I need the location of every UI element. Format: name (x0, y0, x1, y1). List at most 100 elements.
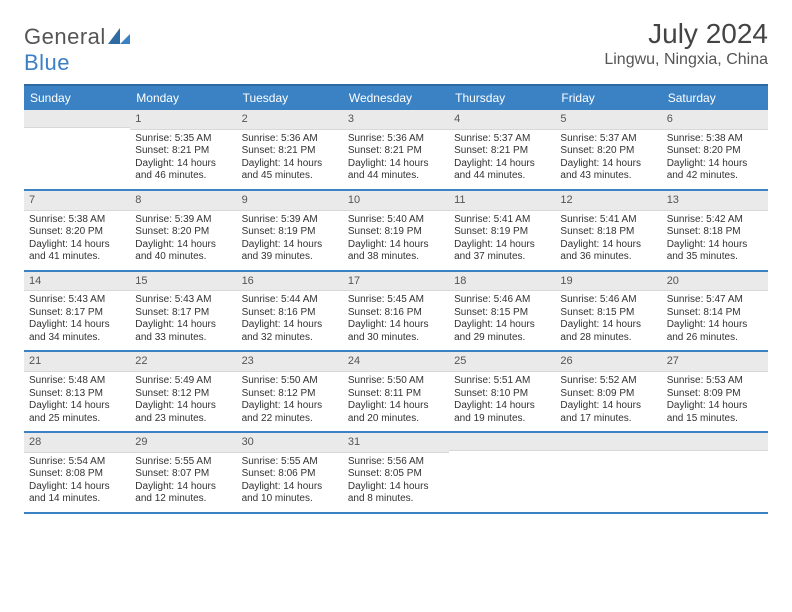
daylight-line: Daylight: 14 hours and 42 minutes. (667, 158, 763, 183)
day-header: Wednesday (343, 86, 449, 110)
day-details: Sunrise: 5:47 AMSunset: 8:14 PMDaylight:… (662, 291, 768, 350)
calendar-cell: 27Sunrise: 5:53 AMSunset: 8:09 PMDayligh… (662, 352, 768, 431)
sunset-line: Sunset: 8:12 PM (135, 388, 231, 401)
day-details: Sunrise: 5:54 AMSunset: 8:08 PMDaylight:… (24, 453, 130, 512)
calendar-cell: 15Sunrise: 5:43 AMSunset: 8:17 PMDayligh… (130, 272, 236, 351)
daylight-line: Daylight: 14 hours and 12 minutes. (135, 481, 231, 506)
calendar-cell: 14Sunrise: 5:43 AMSunset: 8:17 PMDayligh… (24, 272, 130, 351)
day-number: 29 (130, 433, 236, 453)
sunrise-line: Sunrise: 5:37 AM (454, 133, 550, 146)
daylight-line: Daylight: 14 hours and 39 minutes. (242, 239, 338, 264)
sunset-line: Sunset: 8:20 PM (560, 145, 656, 158)
day-details: Sunrise: 5:50 AMSunset: 8:11 PMDaylight:… (343, 372, 449, 431)
day-number: 20 (662, 272, 768, 292)
sunrise-line: Sunrise: 5:41 AM (560, 214, 656, 227)
logo: GeneralBlue (24, 24, 130, 76)
day-details: Sunrise: 5:36 AMSunset: 8:21 PMDaylight:… (343, 130, 449, 189)
calendar-cell: 13Sunrise: 5:42 AMSunset: 8:18 PMDayligh… (662, 191, 768, 270)
daylight-line: Daylight: 14 hours and 33 minutes. (135, 319, 231, 344)
day-number: 28 (24, 433, 130, 453)
calendar-cell: 9Sunrise: 5:39 AMSunset: 8:19 PMDaylight… (237, 191, 343, 270)
sunrise-line: Sunrise: 5:43 AM (135, 294, 231, 307)
sunset-line: Sunset: 8:16 PM (242, 307, 338, 320)
daylight-line: Daylight: 14 hours and 36 minutes. (560, 239, 656, 264)
sunrise-line: Sunrise: 5:36 AM (348, 133, 444, 146)
daylight-line: Daylight: 14 hours and 45 minutes. (242, 158, 338, 183)
sunrise-line: Sunrise: 5:50 AM (242, 375, 338, 388)
daylight-line: Daylight: 14 hours and 19 minutes. (454, 400, 550, 425)
calendar-cell: 11Sunrise: 5:41 AMSunset: 8:19 PMDayligh… (449, 191, 555, 270)
day-details: Sunrise: 5:44 AMSunset: 8:16 PMDaylight:… (237, 291, 343, 350)
sunrise-line: Sunrise: 5:46 AM (454, 294, 550, 307)
day-details: Sunrise: 5:53 AMSunset: 8:09 PMDaylight:… (662, 372, 768, 431)
week-row: 28Sunrise: 5:54 AMSunset: 8:08 PMDayligh… (24, 433, 768, 514)
day-headers-row: SundayMondayTuesdayWednesdayThursdayFrid… (24, 84, 768, 110)
sunset-line: Sunset: 8:20 PM (29, 226, 125, 239)
daylight-line: Daylight: 14 hours and 32 minutes. (242, 319, 338, 344)
day-details: Sunrise: 5:41 AMSunset: 8:19 PMDaylight:… (449, 211, 555, 270)
calendar-cell: 29Sunrise: 5:55 AMSunset: 8:07 PMDayligh… (130, 433, 236, 512)
sunrise-line: Sunrise: 5:52 AM (560, 375, 656, 388)
sunrise-line: Sunrise: 5:42 AM (667, 214, 763, 227)
daylight-line: Daylight: 14 hours and 43 minutes. (560, 158, 656, 183)
sunrise-line: Sunrise: 5:39 AM (242, 214, 338, 227)
calendar-cell: 19Sunrise: 5:46 AMSunset: 8:15 PMDayligh… (555, 272, 661, 351)
day-number (449, 433, 555, 451)
day-number: 24 (343, 352, 449, 372)
calendar-cell: 5 Sunrise: 5:37 AMSunset: 8:20 PMDaylight… (555, 110, 661, 189)
daylight-line: Daylight: 14 hours and 25 minutes. (29, 400, 125, 425)
day-details: Sunrise: 5:50 AMSunset: 8:12 PMDaylight:… (237, 372, 343, 431)
sunrise-line: Sunrise: 5:47 AM (667, 294, 763, 307)
week-row: 21Sunrise: 5:48 AMSunset: 8:13 PMDayligh… (24, 352, 768, 433)
day-details: Sunrise: 5:35 AMSunset: 8:21 PMDaylight:… (130, 130, 236, 189)
sunrise-line: Sunrise: 5:46 AM (560, 294, 656, 307)
calendar: SundayMondayTuesdayWednesdayThursdayFrid… (24, 84, 768, 514)
day-number: 8 (130, 191, 236, 211)
day-details: Sunrise: 5:40 AMSunset: 8:19 PMDaylight:… (343, 211, 449, 270)
day-number: 2 (237, 110, 343, 130)
day-details (24, 128, 130, 180)
day-details (662, 451, 768, 503)
sunset-line: Sunset: 8:07 PM (135, 468, 231, 481)
calendar-cell: 17Sunrise: 5:45 AMSunset: 8:16 PMDayligh… (343, 272, 449, 351)
calendar-cell: 18Sunrise: 5:46 AMSunset: 8:15 PMDayligh… (449, 272, 555, 351)
daylight-line: Daylight: 14 hours and 44 minutes. (454, 158, 550, 183)
day-details: Sunrise: 5:39 AMSunset: 8:20 PMDaylight:… (130, 211, 236, 270)
day-header: Thursday (449, 86, 555, 110)
sunrise-line: Sunrise: 5:48 AM (29, 375, 125, 388)
sunset-line: Sunset: 8:09 PM (667, 388, 763, 401)
sunrise-line: Sunrise: 5:49 AM (135, 375, 231, 388)
sunset-line: Sunset: 8:12 PM (242, 388, 338, 401)
day-number: 16 (237, 272, 343, 292)
day-details: Sunrise: 5:46 AMSunset: 8:15 PMDaylight:… (555, 291, 661, 350)
day-number: 18 (449, 272, 555, 292)
sunrise-line: Sunrise: 5:41 AM (454, 214, 550, 227)
day-number: 9 (237, 191, 343, 211)
day-details: Sunrise: 5:36 AMSunset: 8:21 PMDaylight:… (237, 130, 343, 189)
day-details: Sunrise: 5:39 AMSunset: 8:19 PMDaylight:… (237, 211, 343, 270)
day-details: Sunrise: 5:37 AMSunset: 8:21 PMDaylight:… (449, 130, 555, 189)
day-header: Saturday (662, 86, 768, 110)
calendar-cell: 1Sunrise: 5:35 AMSunset: 8:21 PMDaylight… (130, 110, 236, 189)
daylight-line: Daylight: 14 hours and 46 minutes. (135, 158, 231, 183)
day-details: Sunrise: 5:55 AMSunset: 8:06 PMDaylight:… (237, 453, 343, 512)
day-number: 7 (24, 191, 130, 211)
calendar-cell (24, 110, 130, 189)
sunset-line: Sunset: 8:05 PM (348, 468, 444, 481)
day-details: Sunrise: 5:51 AMSunset: 8:10 PMDaylight:… (449, 372, 555, 431)
daylight-line: Daylight: 14 hours and 14 minutes. (29, 481, 125, 506)
sunrise-line: Sunrise: 5:37 AM (560, 133, 656, 146)
day-header: Monday (130, 86, 236, 110)
sunrise-line: Sunrise: 5:53 AM (667, 375, 763, 388)
day-number: 22 (130, 352, 236, 372)
sunset-line: Sunset: 8:18 PM (560, 226, 656, 239)
day-number: 13 (662, 191, 768, 211)
day-details: Sunrise: 5:38 AMSunset: 8:20 PMDaylight:… (662, 130, 768, 189)
calendar-cell: 16Sunrise: 5:44 AMSunset: 8:16 PMDayligh… (237, 272, 343, 351)
day-number: 5 (555, 110, 661, 130)
daylight-line: Daylight: 14 hours and 22 minutes. (242, 400, 338, 425)
sunrise-line: Sunrise: 5:36 AM (242, 133, 338, 146)
sunrise-line: Sunrise: 5:39 AM (135, 214, 231, 227)
sunrise-line: Sunrise: 5:40 AM (348, 214, 444, 227)
day-number: 31 (343, 433, 449, 453)
